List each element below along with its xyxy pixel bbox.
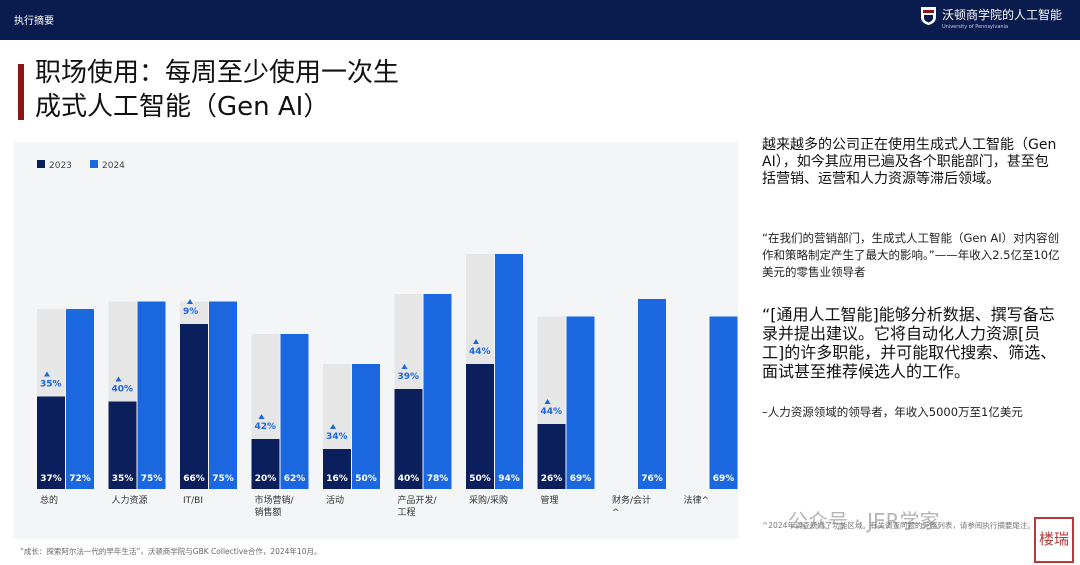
- seal-stamp: 楼瑞: [1034, 517, 1074, 563]
- value-label-2024: 69%: [713, 474, 735, 484]
- bar-chart: 2023 2024 37% 35% 72% 总的 35% 40% 75% 人力资源 66% 9% 75%…: [37, 160, 738, 518]
- growth-label: 34%: [326, 432, 348, 442]
- legend-swatch-2023: [37, 160, 45, 168]
- brand-logo: 沃顿商学院的人工智能 University of Pennsylvania: [920, 7, 1062, 30]
- value-label-2024: 75%: [141, 474, 163, 484]
- category-label: 管理: [541, 494, 559, 506]
- brand-name: 沃顿商学院的人工智能: [941, 8, 1062, 22]
- category-label: 销售额: [255, 506, 282, 518]
- brand-subtitle: University of Pennsylvania: [941, 24, 1009, 30]
- bar-2024: [638, 299, 666, 489]
- value-label-2024: 75%: [212, 474, 234, 484]
- category-label: IT/BI: [183, 496, 203, 506]
- bar-2024: [280, 334, 309, 489]
- value-label-2024: 62%: [284, 474, 306, 484]
- bar-2023: [537, 424, 566, 489]
- bar-2024: [495, 254, 523, 489]
- category-label: ^: [612, 508, 620, 518]
- value-label-2023: 20%: [255, 474, 277, 484]
- bar-2023: [37, 396, 65, 489]
- source-note: “成长：探索阿尔法一代的早年生活”，沃顿商学院与GBK Collective合作…: [20, 547, 322, 556]
- quote-hr: “[通用人工智能]能够分析数据、撰写备忘录并提出建议。它将自动化人力资源[员工]…: [762, 305, 1057, 381]
- bar-2023: [251, 439, 280, 489]
- category-label: 活动: [326, 494, 344, 506]
- growth-arrow-icon: [473, 339, 479, 344]
- value-label-2023: 35%: [112, 474, 134, 484]
- bar-2024: [137, 301, 166, 489]
- category-label: 财务/会计: [612, 494, 651, 506]
- growth-label: 9%: [183, 307, 198, 317]
- bar-2023: [323, 449, 351, 489]
- value-label-2023: 26%: [541, 474, 563, 484]
- growth-label: 35%: [40, 380, 62, 390]
- value-label-2023: 50%: [469, 474, 491, 484]
- bar-2023: [180, 324, 208, 489]
- growth-label: 44%: [469, 347, 491, 357]
- growth-arrow-icon: [44, 371, 50, 377]
- legend-label-2024: 2024: [102, 161, 125, 171]
- bar-2024: [352, 364, 380, 489]
- shield-icon: [920, 7, 936, 25]
- value-label-2024: 78%: [427, 474, 449, 484]
- growth-label: 39%: [398, 372, 420, 382]
- category-label: 总的: [40, 494, 58, 506]
- value-label-2023: 37%: [40, 474, 62, 484]
- value-label-2024: 69%: [570, 474, 592, 484]
- quote-marketing: “在我们的营销部门，生成式人工智能（Gen AI）对内容创作和策略制定产生了最大…: [762, 231, 1060, 279]
- page-title-line-2: 成式人工智能（Gen AI）: [35, 92, 330, 122]
- top-header-bar: 执行摘要 沃顿商学院的人工智能 University of Pennsylvan…: [0, 0, 1080, 40]
- bar-2023: [394, 389, 423, 489]
- value-label-2023: 40%: [398, 474, 420, 484]
- bar-2024: [209, 301, 237, 489]
- growth-arrow-icon: [187, 299, 193, 304]
- page-title: 职场使用：每周至少使用一次生 成式人工智能（Gen AI）: [35, 56, 505, 124]
- category-label: 法律^: [684, 494, 710, 506]
- bar-2023: [108, 401, 137, 489]
- bar-2023: [466, 364, 494, 489]
- watermark: 公众号 · JER学家: [788, 509, 940, 533]
- bar-2024: [66, 309, 94, 489]
- growth-label: 44%: [541, 407, 563, 417]
- value-label-2023: 66%: [183, 474, 205, 484]
- legend-swatch-2024: [90, 160, 98, 168]
- category-label: 采购/采购: [469, 494, 508, 506]
- title-accent-bar: [18, 64, 24, 120]
- bar-2024: [709, 316, 738, 489]
- growth-arrow-icon: [544, 399, 551, 404]
- value-label-2024: 50%: [355, 474, 377, 484]
- category-label: 人力资源: [112, 494, 148, 506]
- growth-arrow-icon: [401, 364, 408, 369]
- page-title-line-1: 职场使用：每周至少使用一次生: [35, 58, 400, 88]
- category-label: 市场营销/: [255, 494, 295, 506]
- quote-hr-attribution: –人力资源领域的领导者，年收入5000万至1亿美元: [762, 405, 1023, 419]
- bar-2024: [566, 316, 595, 489]
- value-label-2024: 76%: [641, 474, 663, 484]
- summary-paragraph: 越来越多的公司正在使用生成式人工智能（Gen AI），如今其应用已遍及各个职能部…: [762, 137, 1057, 187]
- section-label: 执行摘要: [14, 16, 54, 27]
- growth-arrow-icon: [115, 376, 122, 382]
- growth-label: 40%: [112, 385, 134, 395]
- value-label-2023: 16%: [326, 474, 348, 484]
- bar-2024: [423, 294, 452, 489]
- value-label-2024: 94%: [498, 474, 520, 484]
- growth-arrow-icon: [258, 414, 265, 419]
- growth-arrow-icon: [330, 424, 336, 429]
- value-label-2024: 72%: [69, 474, 91, 484]
- category-label: 产品开发/: [398, 494, 438, 506]
- footnote: ^2024年调查新增了功能区域。有关调查问题的完整列表，请参阅执行摘要尾注。: [762, 521, 1035, 530]
- legend-label-2023: 2023: [49, 161, 72, 171]
- category-label: 工程: [398, 507, 416, 518]
- growth-label: 42%: [255, 422, 277, 432]
